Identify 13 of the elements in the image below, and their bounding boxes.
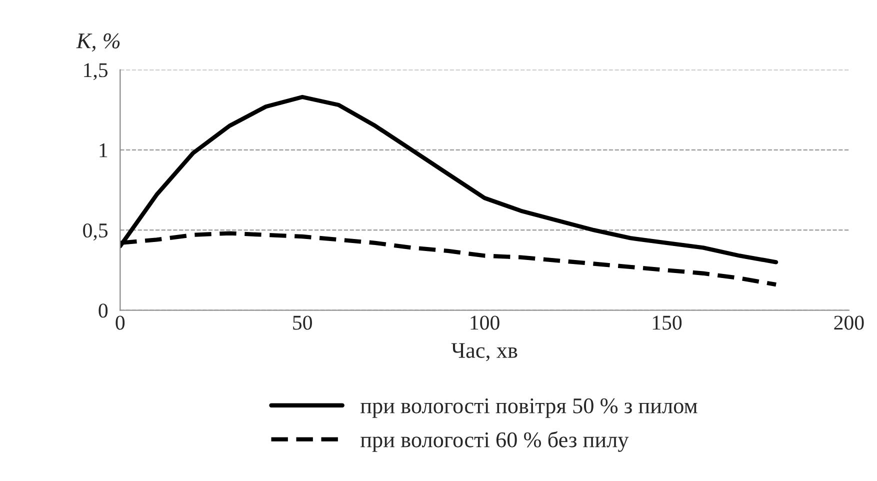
y-tick-label: 1 [100, 143, 108, 158]
x-tick-label: 150 [652, 316, 682, 330]
legend-label: при вологості повітря 50 % з пилом [360, 398, 698, 418]
x-tick-label: 200 [834, 316, 864, 330]
y-tick-label: 1,5 [84, 63, 108, 80]
y-tick-label: 0,5 [83, 223, 108, 241]
legend-label: при вологості 60 % без пилу [360, 431, 629, 452]
x-tick-label: 50 [293, 316, 312, 330]
y-tick-label: 0 [98, 304, 108, 318]
y-axis-title: K, % [76, 33, 120, 52]
x-tick-label: 0 [116, 316, 125, 330]
x-tick-label: 100 [470, 316, 500, 330]
x-axis-title: Час, хв [451, 343, 518, 362]
